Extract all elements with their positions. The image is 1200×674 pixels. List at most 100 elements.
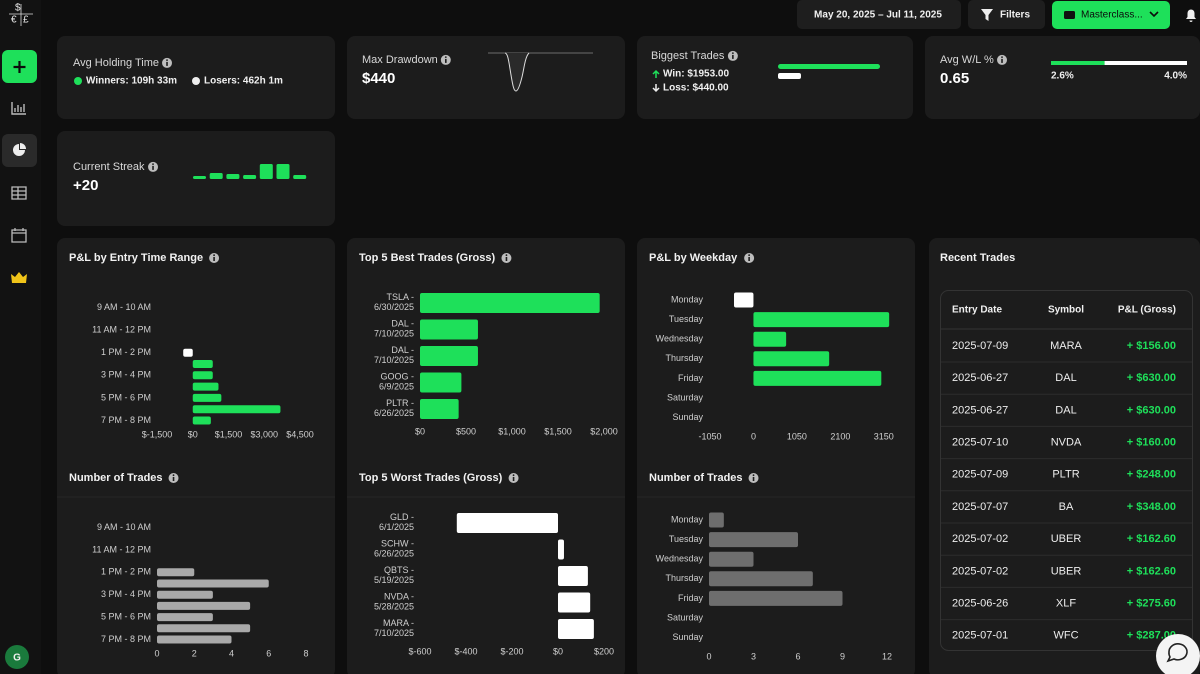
bar bbox=[558, 619, 594, 639]
category-label: NVDA - 5/28/2025 bbox=[371, 592, 414, 612]
bar bbox=[420, 293, 600, 313]
info-icon-dot bbox=[512, 474, 515, 477]
date-range-button[interactable] bbox=[797, 0, 961, 29]
info-icon-stem bbox=[512, 477, 515, 481]
info-icon-stem bbox=[172, 477, 175, 481]
category-label: SCHW - 6/26/2025 bbox=[371, 539, 414, 559]
biggest-loss: Loss: $440.00 bbox=[663, 83, 729, 94]
x-tick-label: 9 bbox=[840, 651, 845, 661]
card bbox=[637, 36, 913, 119]
table-cell: 2025-07-10 bbox=[952, 437, 1008, 449]
table-cell: WFC bbox=[1053, 630, 1078, 642]
x-tick-label: 6 bbox=[266, 648, 271, 658]
bar bbox=[558, 539, 564, 560]
chart-title: Number of Trades bbox=[649, 472, 743, 484]
stat-title: Max Drawdown bbox=[362, 54, 438, 66]
logo-pound: £ bbox=[23, 15, 29, 26]
avatar[interactable] bbox=[5, 645, 29, 669]
column-header: P&L (Gross) bbox=[1118, 305, 1176, 316]
category-label: DAL - 7/10/2025 bbox=[371, 345, 414, 365]
bar bbox=[753, 331, 787, 347]
category-label: 3 PM - 4 PM bbox=[101, 589, 151, 599]
category-label: 11 AM - 12 PM bbox=[92, 324, 151, 334]
card bbox=[347, 36, 625, 119]
table-frame bbox=[940, 290, 1193, 651]
x-tick-label: 8 bbox=[303, 648, 308, 658]
stat-value: +20 bbox=[73, 177, 98, 194]
category-label: PLTR - 6/26/2025 bbox=[371, 398, 414, 418]
x-tick-label: $-200 bbox=[500, 646, 523, 656]
category-label: Tuesday bbox=[669, 534, 704, 544]
table-cell: DAL bbox=[1055, 404, 1076, 416]
x-tick-label: $0 bbox=[415, 426, 425, 436]
chart-title: Top 5 Best Trades (Gross) bbox=[359, 252, 495, 264]
pie-icon[interactable] bbox=[13, 144, 25, 156]
card bbox=[929, 238, 1200, 674]
table-cell: + $156.00 bbox=[1127, 340, 1176, 352]
x-tick-label: $1,500 bbox=[544, 426, 572, 436]
category-label: DAL - 7/10/2025 bbox=[371, 319, 414, 339]
info-icon-stem bbox=[732, 54, 734, 59]
briefcase-icon bbox=[1064, 11, 1075, 19]
streak-bar bbox=[243, 175, 257, 179]
bar bbox=[192, 382, 219, 391]
table-cell: + $160.00 bbox=[1127, 437, 1176, 449]
avatar-initial: G bbox=[13, 653, 21, 664]
bar bbox=[709, 571, 813, 587]
filters-button[interactable] bbox=[968, 0, 1045, 29]
account-button[interactable] bbox=[1052, 1, 1170, 29]
bar bbox=[709, 551, 754, 567]
bell-icon[interactable] bbox=[1186, 9, 1196, 23]
info-icon-dot bbox=[213, 254, 215, 257]
chart-title: P&L by Weekday bbox=[649, 252, 738, 264]
bar bbox=[420, 319, 478, 340]
bar bbox=[157, 601, 251, 610]
table-icon[interactable] bbox=[11, 186, 27, 200]
x-tick-label: $0 bbox=[553, 646, 563, 656]
x-tick-label: 1050 bbox=[787, 431, 807, 441]
bar bbox=[558, 592, 591, 613]
loss-bar bbox=[778, 73, 801, 79]
category-label: GLD - 6/1/2025 bbox=[376, 512, 414, 532]
stat-value: 0.65 bbox=[940, 70, 969, 87]
crown-icon[interactable] bbox=[11, 272, 27, 283]
streak-bar bbox=[209, 173, 223, 179]
category-label: Monday bbox=[671, 294, 704, 304]
loss-percent: 4.0% bbox=[1164, 71, 1187, 82]
category-label: TSLA - 6/30/2025 bbox=[371, 292, 414, 312]
x-tick-label: $4,500 bbox=[286, 429, 314, 439]
cards bbox=[57, 36, 1200, 674]
bar bbox=[753, 351, 830, 367]
info-icon-stem bbox=[152, 165, 154, 170]
category-label: 9 AM - 10 AM bbox=[97, 302, 151, 312]
x-tick-label: $-600 bbox=[408, 646, 431, 656]
bar bbox=[420, 346, 478, 366]
chat-bubble[interactable] bbox=[1156, 634, 1200, 674]
x-tick-label: $2,000 bbox=[590, 426, 618, 436]
win-percent: 2.6% bbox=[1051, 71, 1074, 82]
bar bbox=[192, 405, 281, 414]
winners-time: Winners: 109h 33m bbox=[86, 76, 177, 87]
category-label: Friday bbox=[678, 593, 704, 603]
reports-icon[interactable] bbox=[11, 102, 26, 115]
table-cell: 2025-07-02 bbox=[952, 533, 1008, 545]
chart-title: Top 5 Worst Trades (Gross) bbox=[359, 472, 503, 484]
x-tick-label: -1050 bbox=[698, 431, 721, 441]
win-share-bar bbox=[1051, 61, 1105, 65]
bar bbox=[157, 624, 251, 633]
category-label: 9 AM - 10 AM bbox=[97, 522, 151, 532]
info-icon-stem bbox=[505, 257, 508, 261]
table-cell: + $248.00 bbox=[1127, 469, 1176, 481]
info-icon-dot bbox=[152, 163, 154, 166]
chart-title: Number of Trades bbox=[69, 472, 163, 484]
info-icon-dot bbox=[444, 56, 447, 59]
filter-icon bbox=[981, 9, 993, 21]
x-tick-label: 2 bbox=[192, 648, 197, 658]
up-arrow bbox=[652, 69, 660, 78]
table-cell: 2025-07-09 bbox=[952, 469, 1008, 481]
category-label: Wednesday bbox=[656, 554, 704, 564]
info-icon-dot bbox=[752, 474, 755, 477]
bar bbox=[420, 372, 462, 393]
calendar-icon[interactable] bbox=[11, 228, 27, 243]
column-header: Symbol bbox=[1048, 305, 1084, 316]
